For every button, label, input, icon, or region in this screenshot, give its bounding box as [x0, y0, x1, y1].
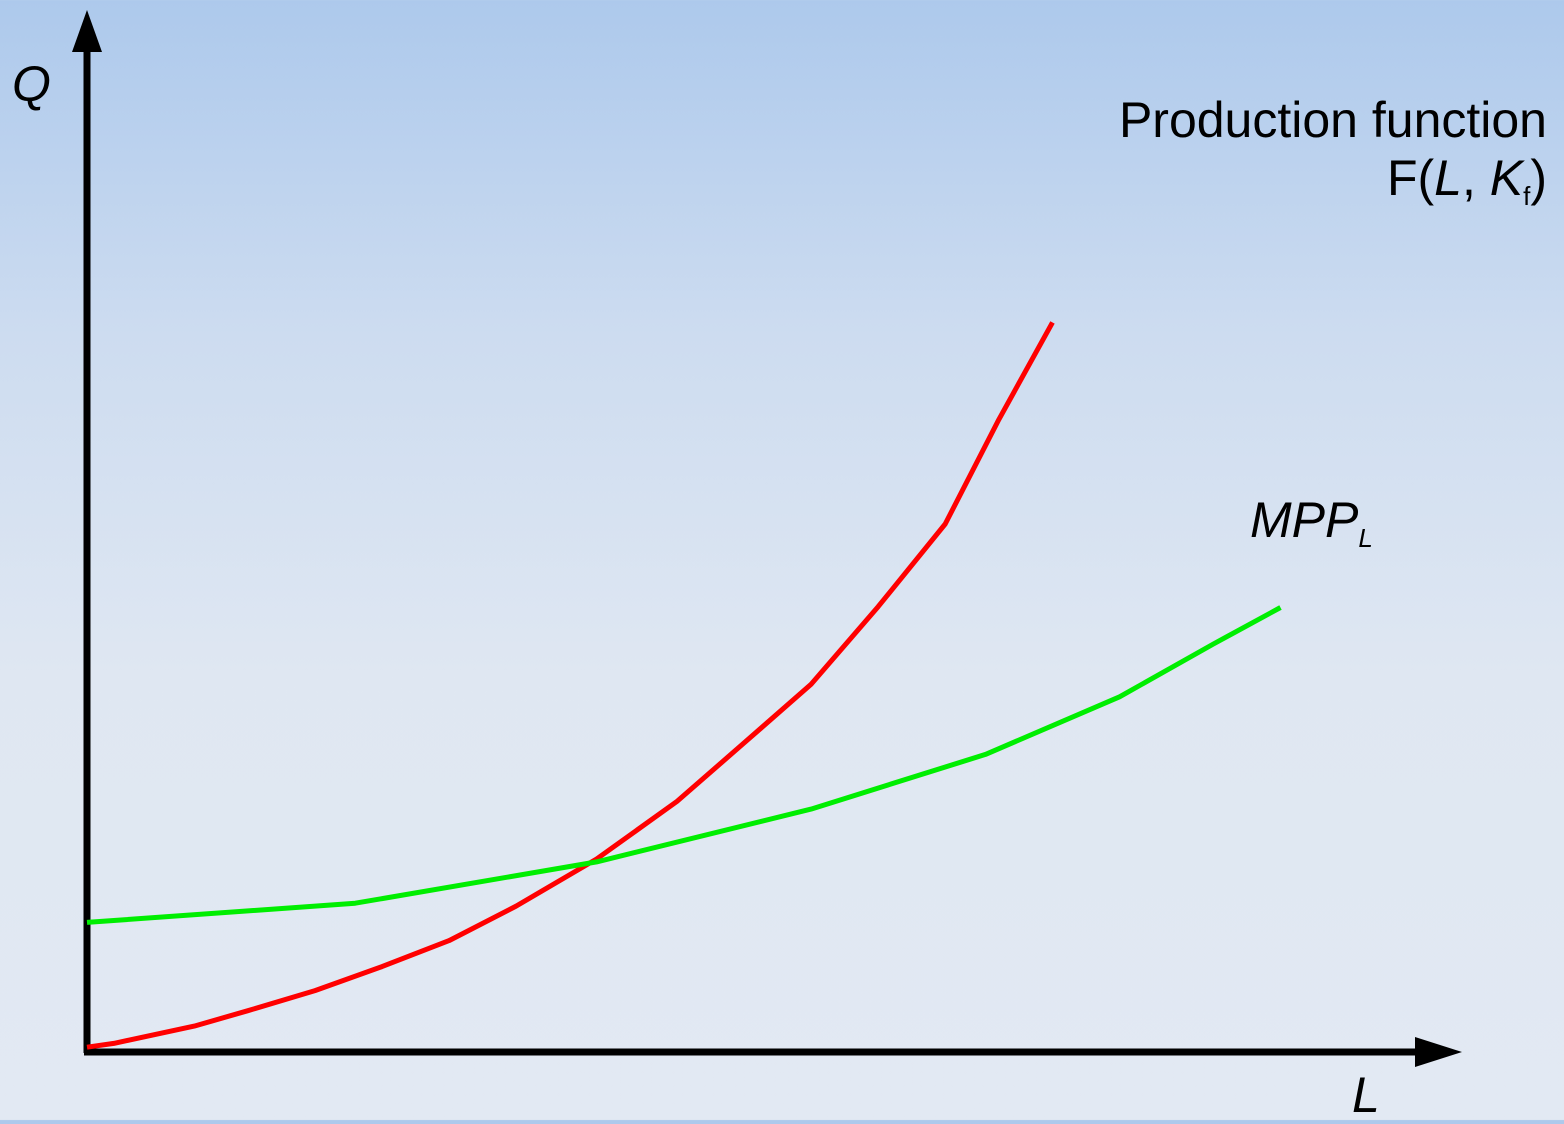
production-function-label: Production function F(L, Kf): [1002, 92, 1547, 211]
mpp-label-sub: L: [1358, 523, 1373, 553]
y-axis-label: Q: [12, 56, 51, 112]
mpp-line: [86, 605, 1282, 925]
production-function-label-line2: F(L, Kf): [1386, 149, 1547, 211]
production-function-line: [86, 321, 1055, 1050]
y-axis-arrowhead: [72, 10, 102, 52]
mpp-label: MPPL: [1250, 492, 1373, 554]
production-function-label-line1: Production function: [1118, 92, 1547, 148]
x-axis-arrowhead: [1415, 1037, 1462, 1067]
mpp-label-main: MPP: [1250, 492, 1359, 548]
x-axis-label: L: [1352, 1067, 1380, 1123]
series-layer: [86, 321, 1282, 1050]
